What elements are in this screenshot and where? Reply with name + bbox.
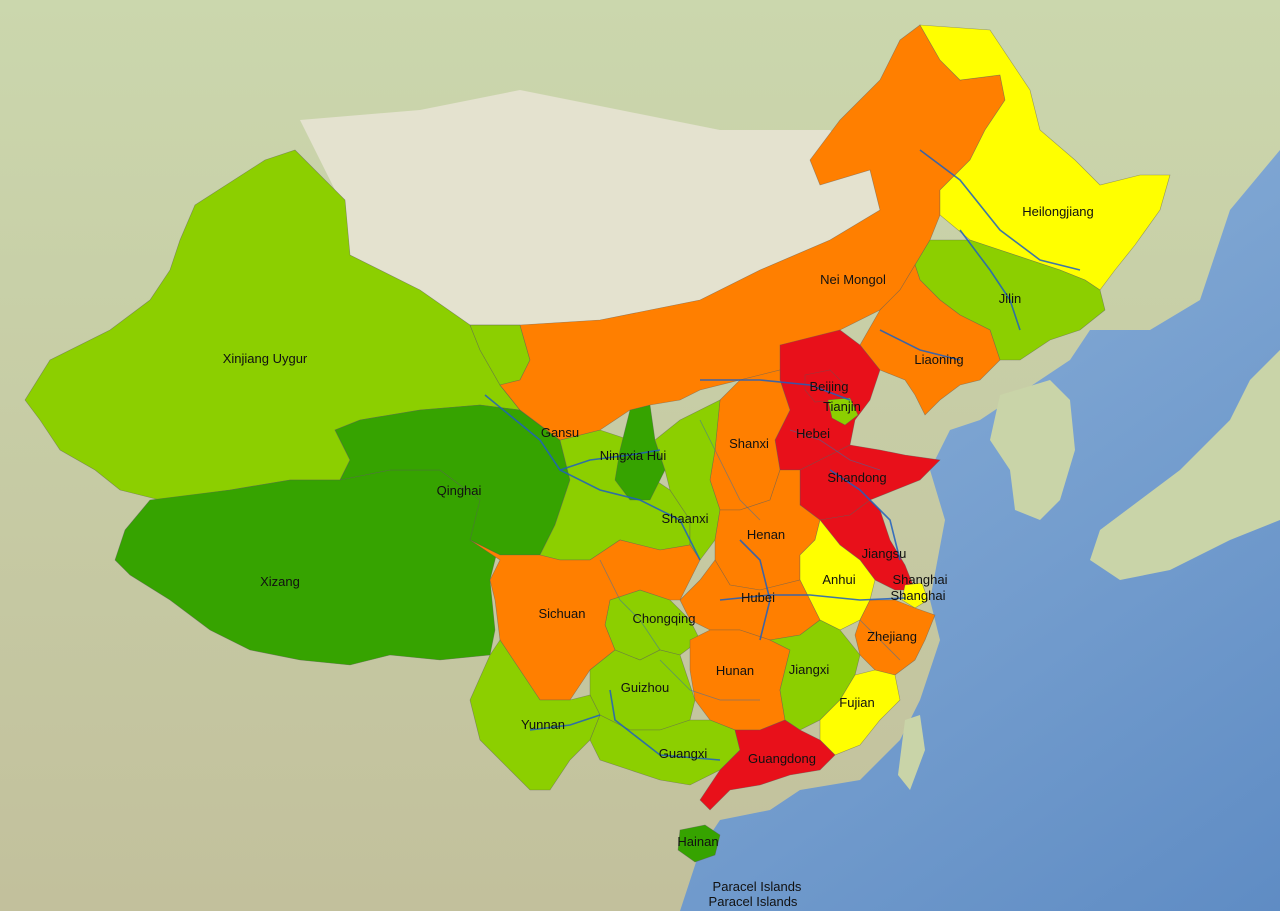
label-shaanxi: Shaanxi bbox=[662, 511, 709, 526]
label-beijing: Beijing bbox=[809, 379, 848, 394]
province-liaoning bbox=[859, 264, 1001, 416]
label-shanghai: Shanghai bbox=[893, 572, 948, 587]
land-taiwan bbox=[898, 715, 925, 790]
province-hainan bbox=[677, 824, 721, 863]
label-yunnan: Yunnan bbox=[521, 717, 565, 732]
label-qinghai: Qinghai bbox=[437, 483, 482, 498]
label-tianjin: Tianjin bbox=[823, 399, 861, 414]
label-jiangsu: Jiangsu bbox=[862, 546, 907, 561]
label-shanghai-2: Shanghai bbox=[891, 588, 946, 603]
label-henan: Henan bbox=[747, 527, 785, 542]
label-jilin: Jilin bbox=[999, 291, 1021, 306]
label-guizhou: Guizhou bbox=[621, 680, 669, 695]
rail-network bbox=[484, 149, 1081, 761]
land-mongolia bbox=[300, 90, 880, 325]
province-zhejiang bbox=[854, 599, 936, 676]
label-jiangxi: Jiangxi bbox=[789, 662, 830, 677]
label-xinjiang: Xinjiang Uygur bbox=[223, 351, 308, 366]
label-xizang: Xizang bbox=[260, 574, 300, 589]
label-anhui: Anhui bbox=[822, 572, 855, 587]
label-paracel-islands-1: Paracel Islands bbox=[713, 879, 802, 894]
label-gansu: Gansu bbox=[541, 425, 579, 440]
land-japan bbox=[1090, 350, 1280, 580]
label-shanxi: Shanxi bbox=[729, 436, 769, 451]
label-fujian: Fujian bbox=[839, 695, 874, 710]
province-guangdong bbox=[699, 719, 836, 811]
label-neimongol: Nei Mongol bbox=[820, 272, 886, 287]
label-shandong: Shandong bbox=[827, 470, 886, 485]
land-korea bbox=[990, 380, 1075, 520]
label-sichuan: Sichuan bbox=[539, 606, 586, 621]
label-zhejiang: Zhejiang bbox=[867, 629, 917, 644]
label-hubei: Hubei bbox=[741, 590, 775, 605]
label-hainan: Hainan bbox=[677, 834, 718, 849]
province-ningxia bbox=[614, 404, 666, 501]
label-hebei: Hebei bbox=[796, 426, 830, 441]
label-liaoning: Liaoning bbox=[914, 352, 963, 367]
province-fujian bbox=[819, 669, 901, 756]
label-chongqing: Chongqing bbox=[633, 611, 696, 626]
label-guangdong: Guangdong bbox=[748, 751, 816, 766]
label-ningxia: Ningxia Hui bbox=[600, 448, 667, 463]
label-guangxi: Guangxi bbox=[659, 746, 708, 761]
label-heilongjiang: Heilongjiang bbox=[1022, 204, 1094, 219]
province-sichuan bbox=[469, 539, 701, 701]
label-paracel-islands-2: Paracel Islands bbox=[709, 894, 798, 909]
label-hunan: Hunan bbox=[716, 663, 754, 678]
